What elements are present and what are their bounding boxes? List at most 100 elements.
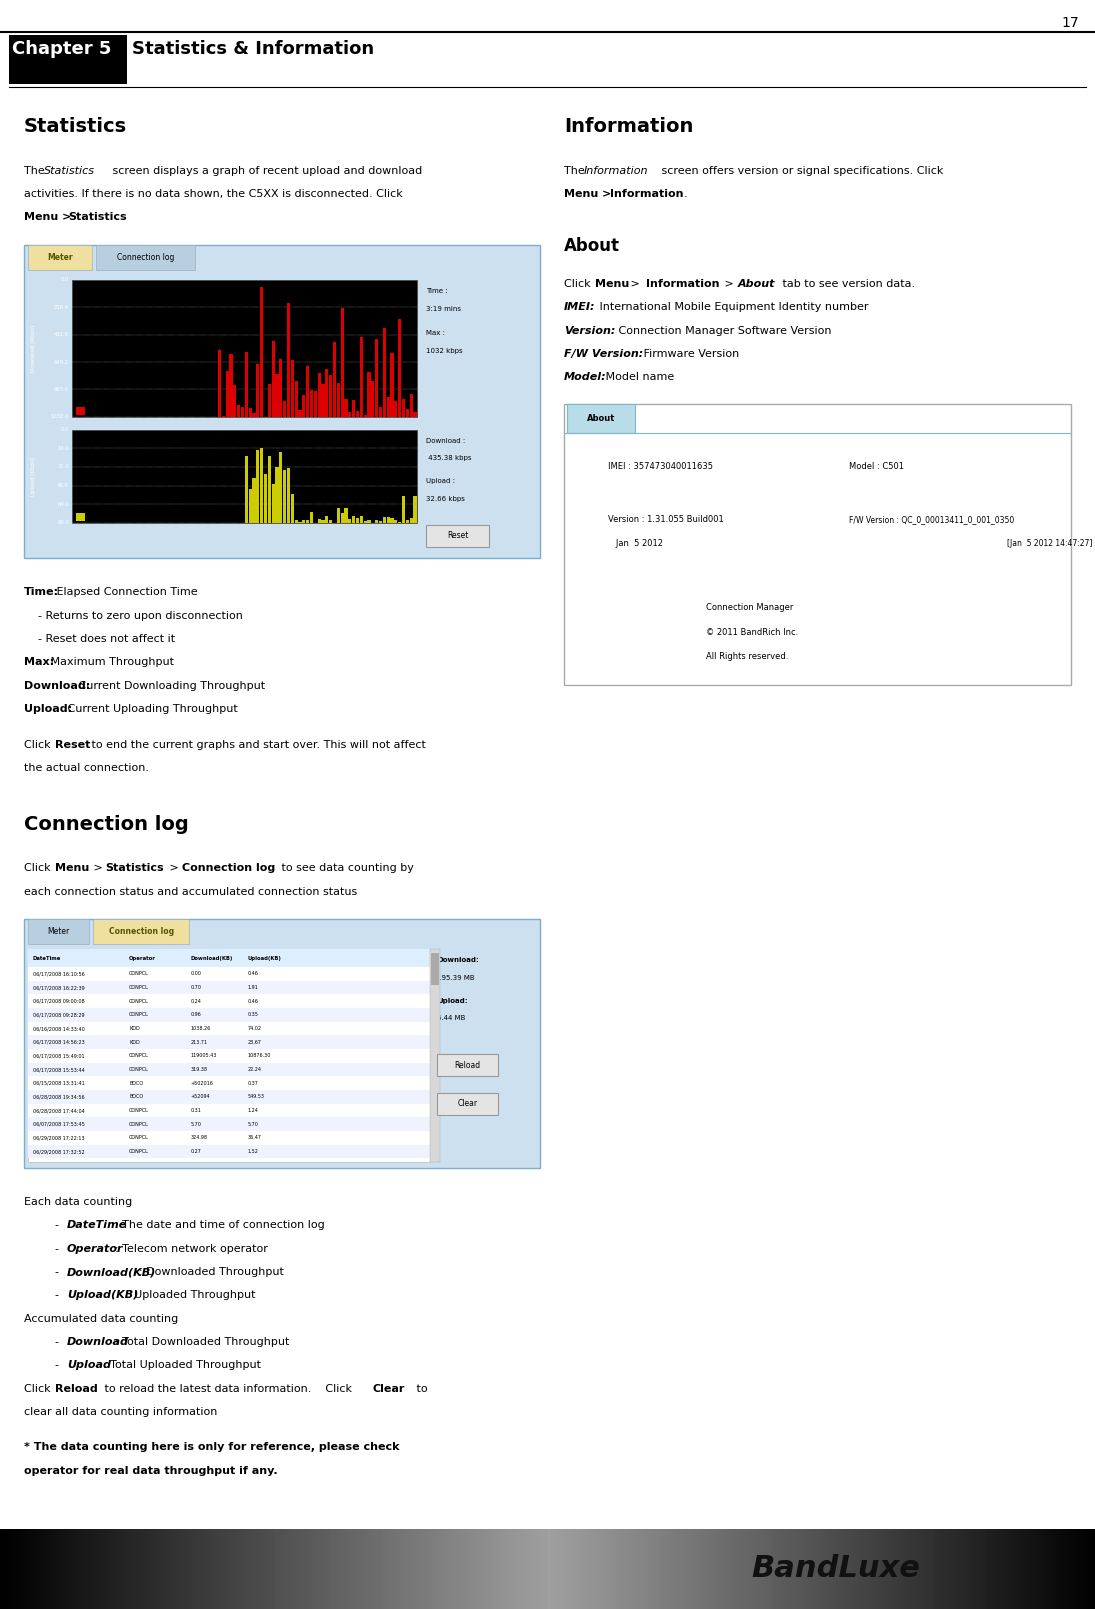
Bar: [558, 1529, 562, 1609]
Text: Version:: Version:: [564, 325, 615, 336]
Bar: [485, 1529, 489, 1609]
Text: Upload [Kbps]: Upload [Kbps]: [32, 457, 36, 496]
Text: Current Downloading Throughput: Current Downloading Throughput: [76, 681, 265, 690]
Text: Reset: Reset: [55, 740, 90, 750]
Bar: [268, 385, 270, 417]
Text: Download: Download: [67, 1337, 129, 1347]
Text: : Total Downloaded Throughput: : Total Downloaded Throughput: [115, 1337, 289, 1347]
Bar: [117, 1529, 120, 1609]
Text: F/W Version : QC_0_00013411_0_001_0350: F/W Version : QC_0_00013411_0_001_0350: [849, 515, 1014, 525]
Bar: [408, 1529, 413, 1609]
Bar: [796, 1529, 799, 1609]
Text: CONPCL: CONPCL: [129, 972, 149, 977]
Bar: [178, 1529, 183, 1609]
Bar: [920, 1529, 923, 1609]
Bar: [24, 245, 540, 558]
Bar: [359, 336, 362, 417]
Bar: [1092, 1529, 1095, 1609]
Bar: [671, 1529, 676, 1609]
Bar: [500, 1529, 504, 1609]
Bar: [339, 1529, 343, 1609]
Text: Firmware Version: Firmware Version: [641, 349, 739, 359]
Bar: [356, 412, 359, 417]
Text: 06/16/2008 14:33:40: 06/16/2008 14:33:40: [33, 1027, 84, 1031]
Bar: [1037, 1529, 1040, 1609]
Bar: [69, 1529, 73, 1609]
Bar: [66, 1529, 69, 1609]
Bar: [102, 1529, 106, 1609]
Bar: [803, 1529, 807, 1609]
Bar: [832, 1529, 835, 1609]
Text: Operator: Operator: [129, 956, 157, 961]
Text: Time :: Time :: [426, 288, 448, 294]
Bar: [857, 1529, 862, 1609]
Text: : Uploaded Throughput: : Uploaded Throughput: [127, 1290, 255, 1300]
Text: 119005.43: 119005.43: [191, 1054, 217, 1059]
Text: Max :: Max :: [426, 330, 445, 336]
Bar: [135, 1529, 139, 1609]
Text: 32.66 kbps: 32.66 kbps: [426, 496, 465, 502]
Bar: [745, 1529, 748, 1609]
Text: Information: Information: [564, 117, 693, 137]
Bar: [256, 451, 260, 523]
Bar: [306, 520, 309, 523]
Bar: [835, 1529, 840, 1609]
Text: the actual connection.: the actual connection.: [24, 764, 149, 774]
Bar: [354, 1529, 358, 1609]
Bar: [238, 1529, 241, 1609]
Bar: [276, 467, 278, 523]
Bar: [1054, 1529, 1059, 1609]
Bar: [719, 1529, 723, 1609]
Text: -: -: [55, 1244, 62, 1253]
Text: All Rights reserved.: All Rights reserved.: [706, 652, 788, 661]
Bar: [591, 1529, 595, 1609]
Bar: [602, 1529, 606, 1609]
Bar: [584, 1529, 588, 1609]
Bar: [128, 1529, 131, 1609]
Bar: [723, 1529, 726, 1609]
Text: 0.46: 0.46: [247, 972, 258, 977]
Text: 06/17/2008 09:00:08: 06/17/2008 09:00:08: [33, 999, 84, 1004]
Bar: [649, 1529, 654, 1609]
Bar: [41, 1529, 44, 1609]
Bar: [106, 1529, 110, 1609]
Bar: [80, 1529, 84, 1609]
Bar: [146, 1529, 150, 1609]
Bar: [792, 1529, 796, 1609]
Text: -: -: [55, 1268, 62, 1278]
Text: Statistics: Statistics: [44, 166, 95, 175]
Bar: [249, 1529, 252, 1609]
Bar: [986, 1529, 989, 1609]
Text: 64.0: 64.0: [57, 502, 69, 507]
Text: Download:: Download:: [437, 957, 479, 964]
Text: activities. If there is no data shown, the C5XX is disconnected. Click: activities. If there is no data shown, t…: [24, 188, 403, 200]
Bar: [359, 516, 362, 523]
Bar: [518, 1529, 522, 1609]
Bar: [28, 1146, 430, 1158]
Bar: [303, 1529, 307, 1609]
Bar: [960, 1529, 964, 1609]
Bar: [435, 1529, 438, 1609]
Text: 1032 kbps: 1032 kbps: [426, 348, 462, 354]
Bar: [901, 1529, 906, 1609]
Text: Upload:: Upload:: [437, 998, 468, 1004]
Bar: [76, 513, 85, 521]
Bar: [237, 405, 240, 417]
Bar: [299, 1529, 303, 1609]
Bar: [9, 35, 127, 84]
Text: Click: Click: [24, 1384, 55, 1393]
Text: .: .: [683, 188, 687, 200]
Text: - Reset does not affect it: - Reset does not affect it: [24, 634, 175, 644]
Text: Meter: Meter: [47, 927, 70, 936]
Bar: [77, 1529, 80, 1609]
Bar: [272, 341, 275, 417]
Bar: [441, 1529, 446, 1609]
Bar: [741, 1529, 745, 1609]
Bar: [756, 1529, 759, 1609]
Text: Clear: Clear: [372, 1384, 405, 1393]
Bar: [993, 1529, 996, 1609]
Bar: [1018, 1529, 1022, 1609]
Bar: [468, 1529, 471, 1609]
Text: Meter: Meter: [47, 253, 73, 262]
Text: Upload(KB): Upload(KB): [67, 1290, 138, 1300]
